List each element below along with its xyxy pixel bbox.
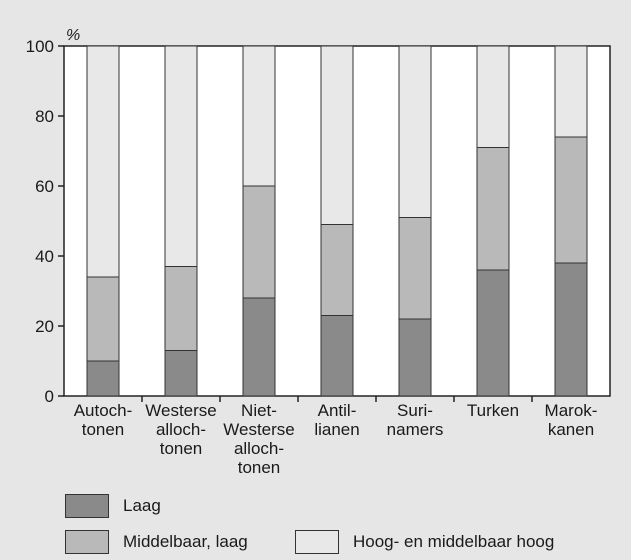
bar-segment-laag [242,297,276,397]
y-unit-label: % [66,27,80,44]
bar-segment-middelbaar-laag [398,217,432,320]
bar-segment-laag [86,360,120,397]
y-tick-label: 40 [35,247,54,266]
bar-segment-hoog [320,45,354,225]
bar-segment-hoog [476,45,510,148]
legend-swatch-laag [65,494,109,518]
x-tick-label: Niet-Westerse alloch-tonen [223,401,295,477]
legend-item-middelbaar-laag: Middelbaar, laag [65,530,248,554]
bar-segment-middelbaar-laag [242,185,276,299]
bar-segment-laag [164,350,198,397]
bar-segment-laag [320,315,354,397]
bar-segment-hoog [398,45,432,218]
bar-segment-middelbaar-laag [476,147,510,271]
bar-segment-middelbaar-laag [554,136,588,264]
x-tick-label: Antil-lianen [314,401,359,439]
x-tick-label: Suri-namers [387,401,444,439]
legend-swatch-middelbaar-laag [65,530,109,554]
legend-item-laag: Laag [65,494,161,518]
y-tick-label: 20 [35,317,54,336]
y-tick-label: 60 [35,177,54,196]
bar-segment-middelbaar-laag [86,276,120,362]
stacked-bar-chart: 0 20 40 60 80 100 Autoch-tonen Westerse alloch-… [26,27,611,477]
bar-segment-middelbaar-laag [164,266,198,351]
bar-segment-laag [554,262,588,397]
x-tick-label: Westerse alloch-tonen [145,401,217,458]
y-tick-label: 80 [35,107,54,126]
bar-segment-hoog [164,45,198,267]
legend-item-hoog: Hoog- en middelbaar hoog [295,530,554,554]
legend-label-middelbaar-laag: Middelbaar, laag [123,532,248,551]
y-tick-label: 0 [45,387,54,406]
x-tick-label: Turken [467,401,519,420]
bar-segment-laag [476,269,510,397]
legend-swatch-hoog [295,530,339,554]
bar-segment-middelbaar-laag [320,224,354,316]
x-tick-label: Autoch-tonen [74,401,133,439]
bar-segment-hoog [242,45,276,187]
bar-segment-laag [398,318,432,397]
y-tick-label: 100 [26,37,54,56]
legend-label-hoog: Hoog- en middelbaar hoog [353,532,555,551]
legend-label-laag: Laag [123,496,161,515]
bar-segment-hoog [86,45,120,278]
x-tick-label: Marok-kanen [545,401,598,439]
bar-segment-hoog [554,45,588,138]
